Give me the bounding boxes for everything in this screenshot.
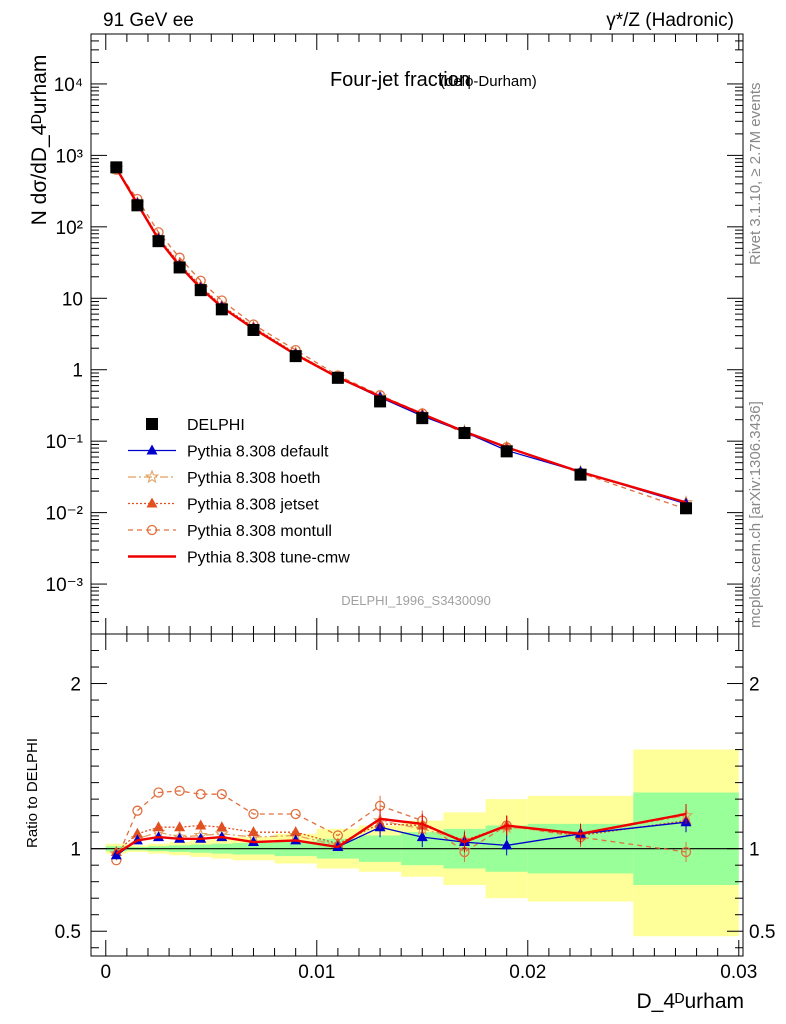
ratio-y-tick-label-right: 2	[749, 675, 760, 696]
y-tick-label: 10⁻¹	[46, 432, 84, 453]
y-tick-label: 10	[62, 289, 83, 310]
plot-title-sub: (delϕ-Durham)	[440, 73, 537, 90]
ratio-point-montull	[153, 787, 164, 798]
rivet-label: Rivet 3.1.10, ≥ 2.7M events	[747, 83, 764, 266]
legend-marker-montull	[146, 524, 158, 536]
legend-marker-data	[146, 418, 158, 430]
ratio-point-jetset	[153, 821, 165, 832]
legend-label-montull: Pythia 8.308 montull	[187, 523, 332, 540]
data-point-delphi	[500, 445, 513, 458]
ratio-point-montull	[290, 808, 301, 820]
data-point-delphi	[574, 468, 587, 481]
legend-label-tunecmw: Pythia 8.308 tune-cmw	[187, 550, 350, 567]
ratio-y-tick-label: 0.5	[55, 922, 81, 943]
data-point-delphi	[131, 199, 144, 212]
data-point-delphi	[680, 502, 693, 515]
ratio-point-jetset	[174, 821, 186, 832]
y-tick-label: 10³	[56, 146, 83, 167]
ratio-point-jetset	[247, 826, 259, 837]
ratio-y-tick-label-right: 1	[749, 840, 760, 861]
data-point-delphi	[247, 323, 260, 336]
legend-marker-jetset	[146, 497, 158, 508]
ratio-y-axis-label: Ratio to DELPHI	[24, 738, 41, 848]
analysis-id-label: DELPHI_1996_S3430090	[341, 593, 491, 608]
legend: DELPHI Pythia 8.308 default Pythia 8.308 h…	[128, 417, 350, 567]
x-axis-label: D_4ᴰurham	[637, 990, 744, 1013]
ratio-line-montull	[115, 790, 687, 861]
legend-marker-hoeth	[144, 469, 160, 484]
main-y-axis-label: N dσ/dD_4ᴰurham	[28, 55, 51, 226]
ratio-plot-axes: 0.5 0.5 1 1 2 2 0 0.01 0.02 0.03	[55, 633, 775, 983]
legend-label-data: DELPHI	[187, 417, 245, 434]
main-plot-series	[109, 160, 694, 515]
ratio-point-montull	[174, 785, 185, 797]
mcplots-label: mcplots.cern.ch [arXiv:1306.3436]	[747, 401, 764, 628]
header-left-label: 91 GeV ee	[103, 10, 194, 31]
main-plot-background	[91, 34, 743, 634]
data-point-delphi	[458, 427, 471, 440]
legend-label-jetset: Pythia 8.308 jetset	[187, 497, 319, 514]
data-point-delphi	[416, 412, 429, 425]
ratio-point-default	[501, 839, 513, 850]
x-tick-label: 0.02	[509, 962, 546, 983]
ratio-y-tick-label: 2	[70, 675, 81, 696]
legend-marker-default	[146, 444, 158, 455]
ratio-y-tick-label: 1	[70, 840, 81, 861]
legend-label-hoeth: Pythia 8.308 hoeth	[187, 470, 320, 487]
ratio-point-montull	[248, 808, 259, 820]
data-point-delphi	[173, 261, 186, 274]
ratio-point-montull	[680, 846, 692, 858]
main-plot-area	[91, 34, 743, 634]
x-tick-label: 0	[100, 962, 111, 983]
y-tick-label: 10⁻³	[46, 575, 84, 596]
ratio-point-default	[110, 849, 122, 860]
ratio-plot-frame	[90, 633, 744, 957]
ratio-plot-series	[109, 785, 694, 866]
x-tick-label: 0.01	[298, 962, 335, 983]
y-tick-label: 1	[72, 361, 83, 382]
ratio-point-jetset	[216, 821, 228, 832]
ratio-point-jetset	[195, 819, 207, 830]
ratio-line-hoeth	[115, 814, 687, 855]
plot-title: Four-jet fraction	[330, 69, 470, 91]
header-right-label: γ*/Z (Hadronic)	[606, 10, 734, 31]
data-point-delphi	[110, 161, 123, 174]
y-tick-label: 10⁻²	[46, 504, 84, 525]
ratio-point-montull	[132, 805, 143, 816]
ratio-point-montull	[216, 789, 227, 800]
data-point-delphi	[331, 371, 344, 384]
ratio-point-jetset	[131, 827, 143, 838]
data-point-delphi	[152, 235, 165, 248]
ratio-point-default	[416, 831, 428, 842]
ratio-line-tunecmw	[115, 812, 687, 855]
ratio-plot-area	[91, 634, 743, 956]
data-point-delphi	[215, 303, 228, 316]
y-tick-label: 10²	[56, 218, 83, 239]
data-point-delphi	[194, 284, 207, 297]
ratio-point-jetset	[290, 826, 302, 837]
ratio-point-montull	[195, 789, 206, 800]
legend-label-default: Pythia 8.308 default	[187, 444, 329, 461]
main-plot-axes: 10⁻³ 10⁻² 10⁻¹ 1 10 10² 10³ 10⁴	[46, 33, 744, 635]
ratio-y-tick-label-right: 0.5	[749, 922, 775, 943]
data-point-delphi	[289, 350, 302, 363]
ratio-line-jetset	[115, 819, 687, 853]
x-tick-label: 0.03	[720, 962, 757, 983]
data-point-delphi	[374, 395, 387, 408]
y-tick-label: 10⁴	[54, 75, 83, 96]
